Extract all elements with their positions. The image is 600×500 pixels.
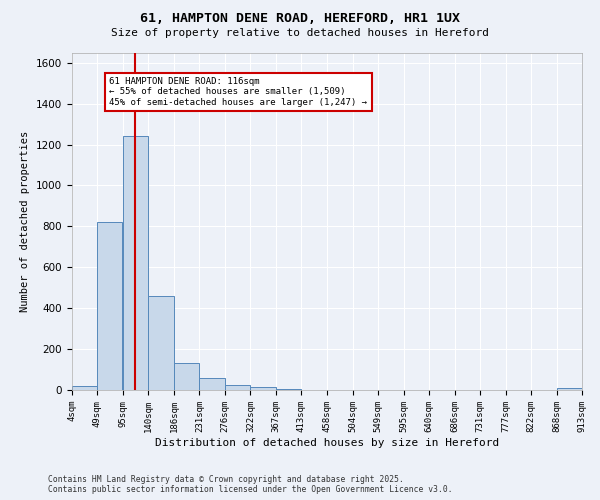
Bar [148, 296, 173, 390]
Bar [174, 364, 199, 390]
Bar [250, 387, 275, 390]
Bar [123, 136, 148, 390]
Text: 61, HAMPTON DENE ROAD, HEREFORD, HR1 1UX: 61, HAMPTON DENE ROAD, HEREFORD, HR1 1UX [140, 12, 460, 26]
Bar [97, 222, 122, 390]
X-axis label: Distribution of detached houses by size in Hereford: Distribution of detached houses by size … [155, 438, 499, 448]
Text: Size of property relative to detached houses in Hereford: Size of property relative to detached ho… [111, 28, 489, 38]
Y-axis label: Number of detached properties: Number of detached properties [20, 130, 31, 312]
Bar [557, 388, 582, 390]
Bar [199, 378, 224, 390]
Bar [275, 389, 301, 390]
Bar [224, 385, 250, 390]
Text: 61 HAMPTON DENE ROAD: 116sqm
← 55% of detached houses are smaller (1,509)
45% of: 61 HAMPTON DENE ROAD: 116sqm ← 55% of de… [109, 77, 367, 107]
Bar [72, 386, 97, 390]
Text: Contains HM Land Registry data © Crown copyright and database right 2025.
Contai: Contains HM Land Registry data © Crown c… [48, 474, 452, 494]
